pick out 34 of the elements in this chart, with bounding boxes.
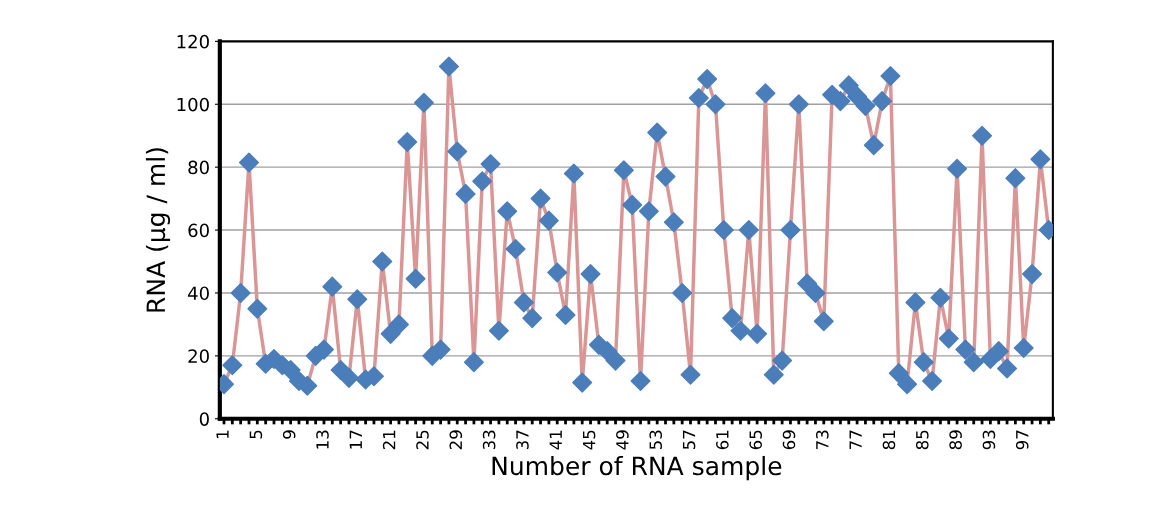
y-tick-label: 40 <box>188 286 209 301</box>
y-axis-title: RNA (µg / ml) <box>145 148 171 312</box>
x-tick-label: 65 <box>749 430 762 450</box>
x-tick-label: 21 <box>382 430 396 450</box>
x-tick-label: 45 <box>582 430 596 450</box>
x-tick-label: 25 <box>416 430 429 450</box>
y-tick-label: 80 <box>188 160 209 175</box>
x-tick-label: 9 <box>282 430 296 439</box>
x-tick-label: 17 <box>349 430 362 449</box>
y-tick-label: 60 <box>188 223 209 238</box>
x-tick-label: 33 <box>482 430 496 450</box>
x-tick-label: 37 <box>516 430 529 450</box>
x-tick-label: 69 <box>782 430 796 450</box>
x-tick-label: 57 <box>682 430 696 450</box>
x-tick-label: 53 <box>649 430 663 450</box>
x-tick-label: 89 <box>949 430 962 450</box>
y-tick-label: 0 <box>199 412 209 426</box>
y-tick-label: 20 <box>188 349 209 363</box>
x-tick-label: 97 <box>1015 430 1029 450</box>
x-tick-label: 77 <box>849 430 862 450</box>
y-tick-label: 100 <box>177 97 209 112</box>
x-tick-label: 61 <box>716 430 729 450</box>
x-tick-label: 81 <box>882 430 896 450</box>
x-tick-label: 93 <box>982 430 996 450</box>
x-tick-label: 5 <box>249 430 263 439</box>
x-tick-label: 41 <box>549 430 562 450</box>
x-axis-title: Number of RNA sample <box>492 455 782 481</box>
y-tick-label: 120 <box>177 34 209 49</box>
x-tick-label: 85 <box>915 430 929 450</box>
x-tick-label: 49 <box>616 430 629 450</box>
x-tick-label: 29 <box>449 430 463 450</box>
x-tick-label: 73 <box>816 430 829 450</box>
x-tick-label: 1 <box>216 430 229 438</box>
x-tick-label: 13 <box>316 430 329 449</box>
